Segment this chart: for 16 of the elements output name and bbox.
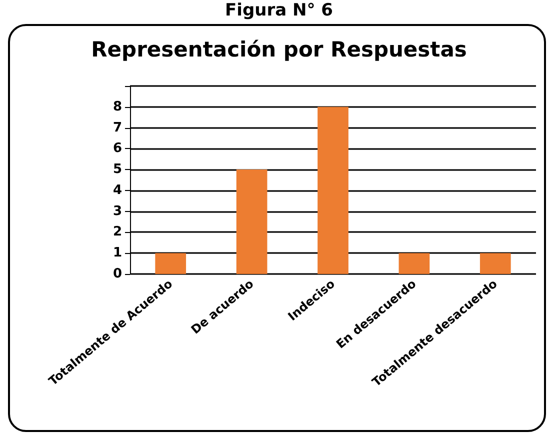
bar — [318, 106, 348, 274]
y-tick-label: 3 — [112, 204, 122, 219]
bar — [480, 253, 511, 274]
bar — [155, 253, 186, 274]
y-tick-label: 8 — [112, 99, 122, 114]
chart-title: Representación por Respuestas — [91, 38, 467, 62]
bar — [398, 253, 430, 274]
y-tick-label: 5 — [112, 162, 122, 178]
y-tick-label: 2 — [112, 224, 122, 240]
y-tick-label: 0 — [112, 266, 122, 282]
bar — [236, 170, 268, 274]
y-tick-label: 6 — [112, 141, 122, 156]
text: Figura N° 6 — [225, 0, 333, 20]
y-tick-label: 4 — [112, 182, 122, 198]
y-tick-label: 7 — [112, 120, 122, 136]
y-tick-label: 1 — [112, 246, 122, 261]
